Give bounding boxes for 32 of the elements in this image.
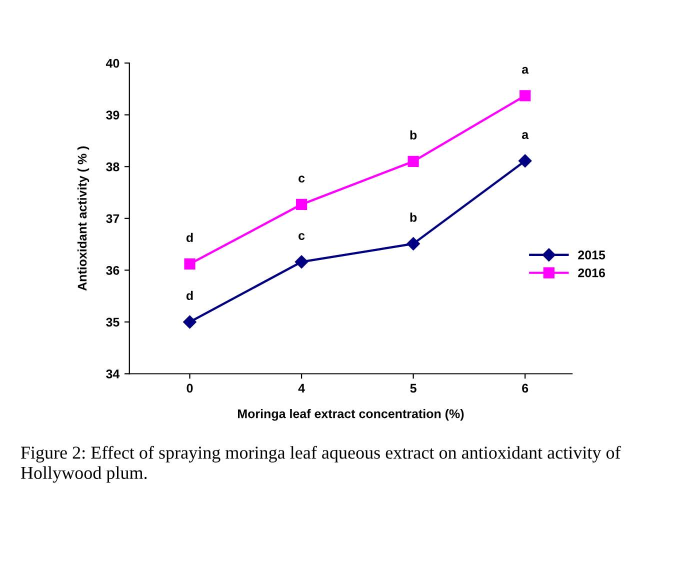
annotation: a [522, 132, 529, 139]
annotation: c [298, 176, 305, 182]
legend-label: 2016 [578, 268, 606, 278]
y-tick-label: 38 [106, 162, 120, 172]
x-tick-label: 6 [522, 384, 528, 393]
y-tick-label: 39 [106, 110, 120, 120]
point [520, 90, 531, 102]
y-tick-label: 37 [106, 214, 120, 224]
y-tick-label: 34 [106, 370, 120, 378]
legend-label: 2015 [578, 250, 606, 260]
annotation: d [186, 232, 193, 242]
y-tick-label: 35 [106, 318, 120, 327]
y-tick-label: 36 [106, 266, 120, 275]
annotation: a [522, 66, 529, 74]
point [184, 258, 196, 270]
point [183, 315, 196, 329]
y-tick-label: 40 [106, 58, 120, 68]
x-tick-label: 5 [410, 384, 416, 393]
annotation: b [410, 212, 417, 222]
y-axis-title: Antioxidant activity ( % ) [77, 146, 90, 291]
annotation: c [298, 233, 305, 240]
annotation: b [410, 130, 417, 140]
point [294, 255, 308, 268]
point [296, 198, 308, 210]
x-axis-title: Moringa leaf extract concentration (%) [238, 409, 464, 421]
point [518, 154, 532, 168]
x-tick-label: 4 [298, 384, 305, 393]
point [406, 237, 420, 250]
x-tick-label: 0 [186, 384, 193, 393]
point [408, 156, 419, 167]
caption: Figure 2: Effect of spraying moringa leaf aqueous extract on antioxidant activity of Hollywood plum. [20, 446, 621, 483]
annotation: d [186, 290, 193, 300]
